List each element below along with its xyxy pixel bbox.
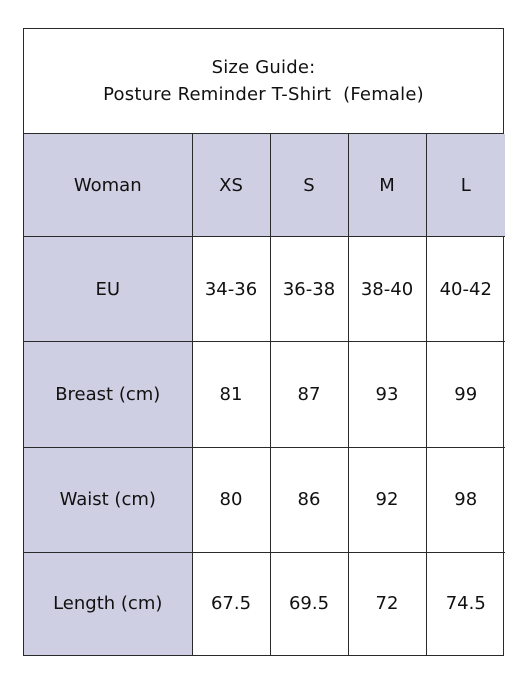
table-cell: 67.5: [191, 551, 271, 655]
table-cell: 74.5: [425, 551, 505, 655]
title-line-1: Size Guide:: [211, 57, 316, 78]
table-cell: 87: [269, 341, 349, 448]
table-cell: 80: [191, 446, 271, 553]
table-cell: 92: [347, 446, 427, 553]
table-cell: 86: [269, 446, 349, 553]
table-cell: 99: [425, 341, 505, 448]
table-cell: 40-42: [425, 236, 505, 343]
row-label-length: Length (cm): [24, 551, 193, 655]
row-label-breast: Breast (cm): [24, 341, 193, 448]
size-guide-title: Size Guide: Posture Reminder T-Shirt (Fe…: [24, 29, 503, 134]
table-cell: 36-38: [269, 236, 349, 343]
table-header-row: Woman XS S M L: [24, 134, 505, 238]
row-label-eu: EU: [24, 236, 193, 343]
table-cell: 34-36: [191, 236, 271, 343]
table-cell: 93: [347, 341, 427, 448]
table-cell: 69.5: [269, 551, 349, 655]
table-row-waist: Waist (cm) 80 86 92 98: [24, 446, 505, 553]
table-cell: 38-40: [347, 236, 427, 343]
table-row-length: Length (cm) 67.5 69.5 72 74.5: [24, 551, 505, 655]
row-label-waist: Waist (cm): [24, 446, 193, 553]
header-label-cell: Woman: [24, 134, 193, 238]
size-guide-card: Size Guide: Posture Reminder T-Shirt (Fe…: [23, 28, 505, 656]
table-cell: 72: [347, 551, 427, 655]
title-line-2: Posture Reminder T-Shirt (Female): [103, 84, 424, 105]
table-row-breast: Breast (cm) 81 87 93 99: [24, 341, 505, 448]
size-table: Woman XS S M L EU 34-36 36-38 38-40 40-4…: [24, 134, 505, 655]
table-row-eu: EU 34-36 36-38 38-40 40-42: [24, 236, 505, 343]
size-header-m: M: [347, 134, 427, 238]
size-header-s: S: [269, 134, 349, 238]
table-cell: 98: [425, 446, 505, 553]
size-header-l: L: [425, 134, 505, 238]
table-cell: 81: [191, 341, 271, 448]
size-header-xs: XS: [191, 134, 271, 238]
